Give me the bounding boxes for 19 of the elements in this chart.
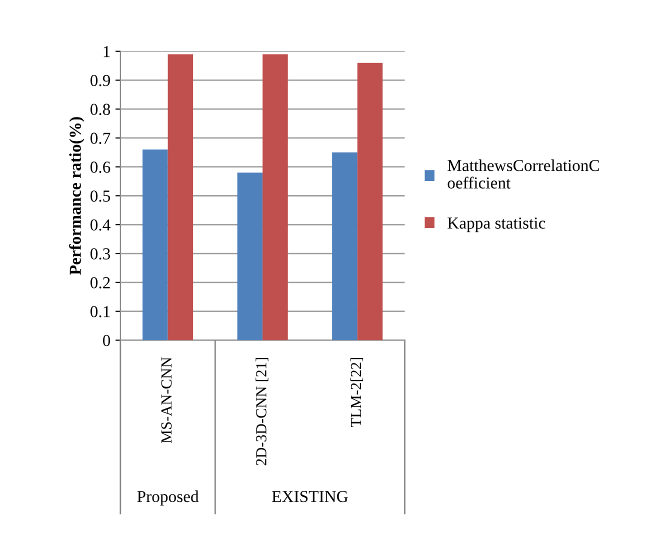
y-tick-label: 1 [104, 46, 110, 58]
x-tick-label: 2D-3D-CNN [21] [256, 358, 268, 466]
y-tick-label: 0.6 [90, 162, 110, 173]
y-tick-label: 0.5 [90, 190, 110, 202]
y-axis-title: Performance ratio(%) [69, 117, 84, 275]
y-tick-label: 0.1 [90, 306, 110, 318]
text: EXISTING [272, 490, 348, 502]
y-tick-label: 0.3 [90, 248, 110, 260]
x-tick-label: TLM-2[22] [350, 358, 364, 428]
y-tick-label: 0.8 [90, 104, 110, 116]
y-tick-label: 0 [103, 334, 110, 346]
legend-label: Kappa statistic [448, 217, 546, 232]
y-tick-label: 0.7 [90, 132, 110, 144]
y-tick-label: 0.2 [90, 277, 110, 288]
x-tick-label: MS-AN-CNN [161, 357, 172, 444]
legend-label: MatthewsCorrelationCoefficient [448, 159, 599, 189]
y-tick-label: 0.4 [90, 219, 110, 231]
text: Proposed [137, 490, 199, 506]
y-tick-label: 0.9 [90, 74, 110, 86]
